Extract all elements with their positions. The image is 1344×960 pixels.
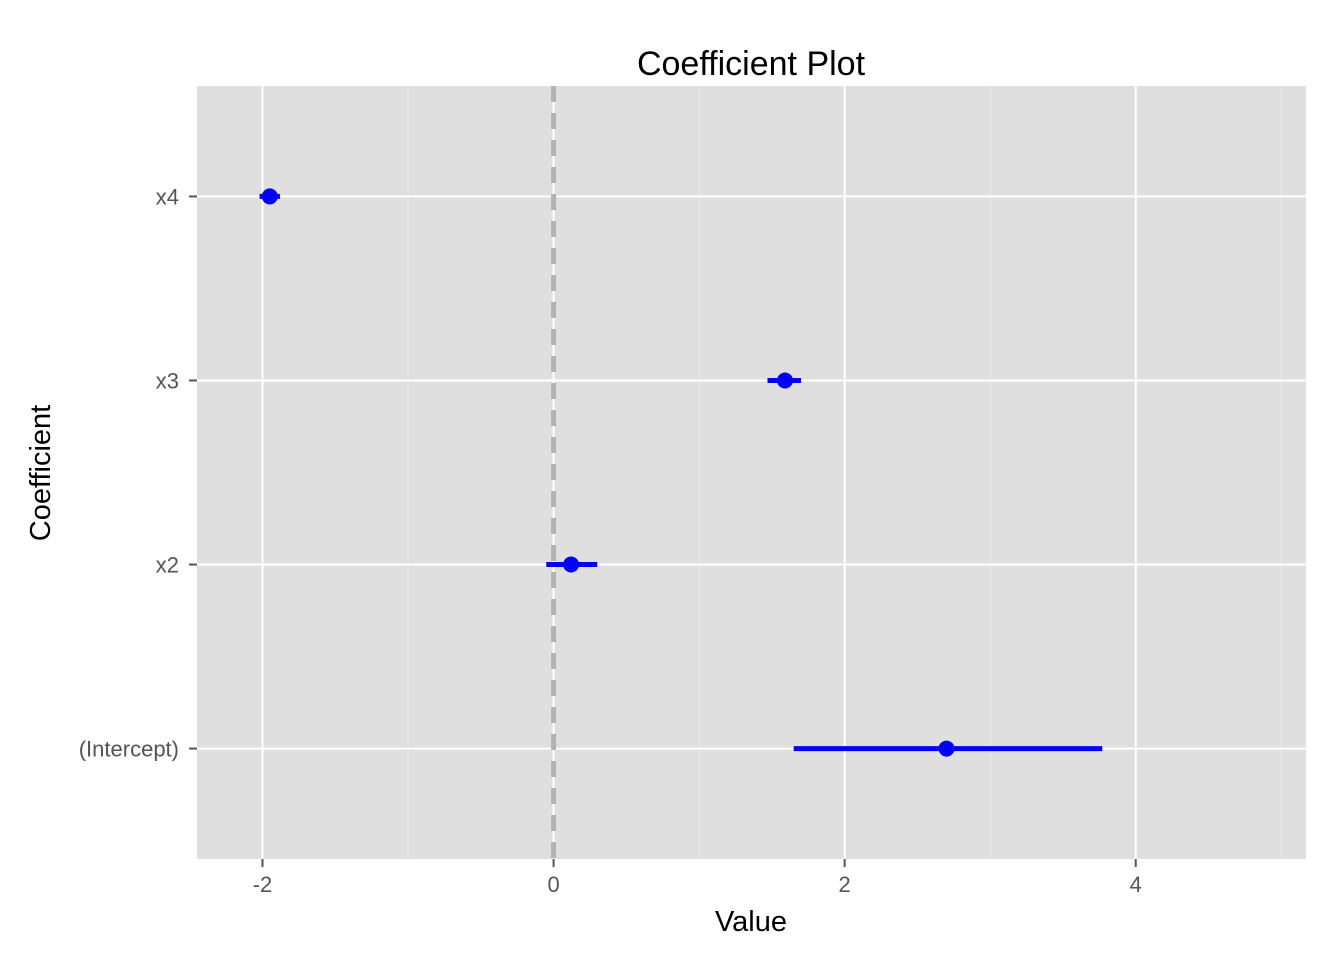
x-axis-label: Value <box>715 906 787 938</box>
y-tick-label: x4 <box>156 184 179 209</box>
axis-ticks <box>189 195 1137 867</box>
coefficient-point <box>563 556 580 573</box>
plot-panel <box>197 86 1306 859</box>
coefficient-point <box>261 188 278 205</box>
x-tick-label: 4 <box>1130 872 1142 897</box>
coefficient-point <box>776 372 793 389</box>
y-axis-label: Coefficient <box>25 405 57 542</box>
y-tick-label: x3 <box>156 368 179 393</box>
minor-gridlines <box>407 86 1282 859</box>
tick-labels: -2 0 2 4 (Intercept) x2 x3 x4 <box>79 184 1142 897</box>
x-tick-label: 2 <box>839 872 851 897</box>
x-tick-label: 0 <box>547 872 559 897</box>
y-tick-label: x2 <box>156 553 179 578</box>
x-tick-label: -2 <box>253 872 273 897</box>
y-tick-label: (Intercept) <box>79 737 179 762</box>
chart-title: Coefficient Plot <box>637 45 866 83</box>
coefficient-marks <box>259 188 1103 757</box>
coefficient-point <box>938 740 955 757</box>
